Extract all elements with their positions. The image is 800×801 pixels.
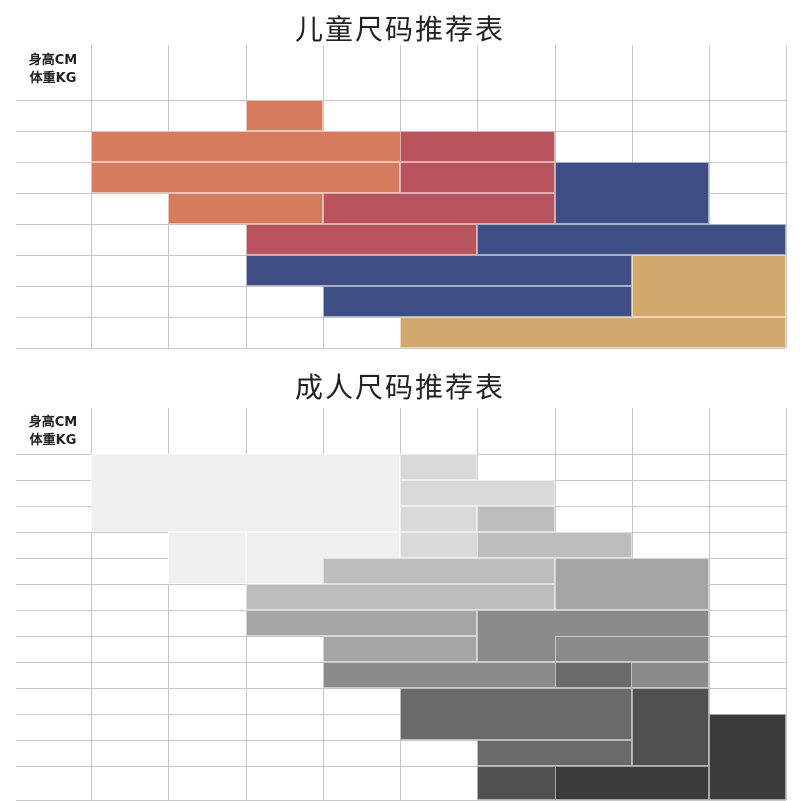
grid-line <box>16 740 786 741</box>
size-block-130 <box>168 193 323 224</box>
weight-kg-label: 体重KG <box>29 71 77 86</box>
grid-line <box>91 408 92 800</box>
size-block-2xl <box>323 662 709 688</box>
size-block-3xl <box>400 688 632 740</box>
grid-line <box>16 100 786 101</box>
size-block-150 <box>323 286 632 317</box>
size-block-xl <box>246 610 477 636</box>
size-block-xl <box>323 636 477 662</box>
size-block-s <box>168 532 246 584</box>
size-block-2xl <box>555 636 709 662</box>
size-block-150 <box>555 162 709 224</box>
size-block-160 <box>632 255 786 317</box>
size-block-4xl <box>632 688 709 766</box>
size-block-l <box>246 584 555 610</box>
grid-line <box>786 45 787 348</box>
grid-line <box>168 408 169 800</box>
grid-line <box>16 766 786 767</box>
size-block-130 <box>246 100 323 131</box>
adult-corner-header: 身高CM 体重KG <box>16 414 90 450</box>
size-block-3xl <box>477 740 632 766</box>
adult-chart-title: 成人尺码推荐表 <box>294 371 505 404</box>
size-block-160 <box>400 317 786 348</box>
kids-corner-header: 身高CM 体重KG <box>16 52 90 88</box>
size-block-5xl <box>709 714 786 800</box>
size-block-130 <box>91 162 400 193</box>
grid-line <box>709 45 710 348</box>
kids-size-table: 身高CM 体重KG <box>0 0 800 360</box>
size-block-l <box>477 532 632 558</box>
size-block-140 <box>400 162 555 193</box>
kids-chart-title: 儿童尺码推荐表 <box>294 13 505 46</box>
grid-line <box>709 408 710 800</box>
size-block-3xl <box>555 662 632 688</box>
size-block-s <box>91 454 400 532</box>
size-block-m <box>400 454 477 480</box>
size-block-xl <box>555 558 709 610</box>
size-block-140 <box>400 131 555 162</box>
size-block-m <box>400 480 555 506</box>
height-cm-label: 身高CM <box>28 415 78 430</box>
grid-line <box>16 348 786 349</box>
grid-line <box>786 408 787 800</box>
weight-kg-label: 体重KG <box>29 433 77 448</box>
size-block-m <box>400 506 477 532</box>
size-block-150 <box>477 224 786 255</box>
size-block-150 <box>246 255 632 286</box>
size-block-5xl <box>555 766 709 800</box>
size-block-140 <box>246 224 477 255</box>
grid-line <box>91 45 92 348</box>
size-block-l <box>477 506 555 532</box>
height-cm-label: 身高CM <box>28 53 78 68</box>
size-block-l <box>323 558 555 584</box>
size-block-140 <box>323 193 555 224</box>
